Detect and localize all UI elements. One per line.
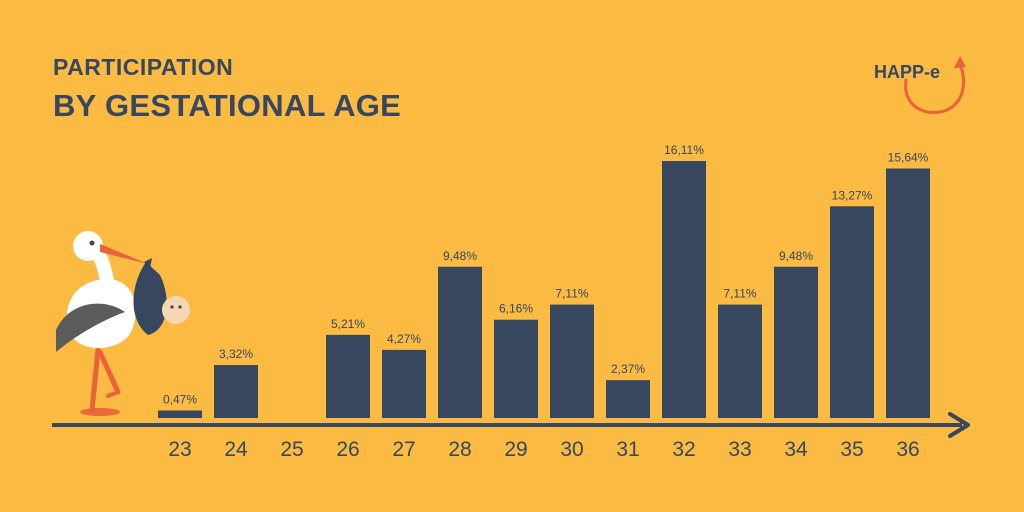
chart-title: BY GESTATIONAL AGE (53, 88, 402, 123)
x-tick-label-33: 33 (728, 438, 751, 461)
value-label-26: 5,21% (331, 317, 365, 331)
value-label-36: 15,64% (888, 150, 929, 164)
bar-35 (830, 206, 874, 418)
value-label-31: 2,37% (611, 362, 645, 376)
value-label-34: 9,48% (779, 249, 813, 263)
bar-28 (438, 266, 482, 418)
value-label-29: 6,16% (499, 302, 533, 316)
x-tick-label-35: 35 (840, 438, 863, 461)
chart-subtitle: PARTICIPATION (53, 54, 234, 80)
value-labels-group: 0,47% 3,32% 5,21% 4,27% 9,48% 6,16% 7,11% 2,37%… (163, 143, 929, 407)
bar-32 (662, 161, 706, 418)
x-tick-labels-group: 23 24 25 26 27 28 29 30 31 32 33 34 35 36 (168, 438, 919, 461)
bar-30 (550, 304, 594, 418)
value-label-35: 13,27% (832, 188, 873, 202)
logo-text: HAPP-e (874, 62, 940, 82)
happ-e-logo: HAPP-e (874, 56, 966, 115)
bar-33 (718, 304, 762, 418)
x-axis-arrow-icon (948, 412, 970, 438)
x-tick-label-30: 30 (560, 438, 583, 461)
x-tick-label-34: 34 (784, 438, 808, 461)
value-label-24: 3,32% (219, 347, 253, 361)
x-tick-label-36: 36 (896, 438, 919, 461)
bar-29 (494, 319, 538, 418)
x-tick-label-28: 28 (448, 438, 471, 461)
x-tick-label-25: 25 (280, 438, 303, 461)
x-tick-label-26: 26 (336, 438, 359, 461)
value-label-32: 16,11% (664, 143, 704, 157)
stork-illustration (56, 231, 190, 416)
x-tick-label-24: 24 (224, 438, 248, 461)
x-tick-label-27: 27 (392, 438, 415, 461)
x-tick-label-29: 29 (504, 438, 527, 461)
bar-36 (886, 168, 930, 418)
bar-26 (326, 334, 370, 418)
bar-23 (158, 410, 202, 418)
value-label-27: 4,27% (387, 332, 421, 346)
bars-group (158, 161, 930, 418)
bar-34 (774, 266, 818, 418)
x-tick-label-32: 32 (672, 438, 695, 461)
bar-24 (214, 365, 258, 418)
bar-27 (382, 349, 426, 418)
x-tick-label-31: 31 (616, 438, 639, 461)
value-label-23: 0,47% (163, 393, 197, 407)
value-label-30: 7,11% (555, 287, 588, 301)
value-label-33: 7,11% (723, 287, 756, 301)
bar-31 (606, 380, 650, 418)
value-label-28: 9,48% (443, 249, 477, 263)
x-tick-label-23: 23 (168, 438, 191, 461)
